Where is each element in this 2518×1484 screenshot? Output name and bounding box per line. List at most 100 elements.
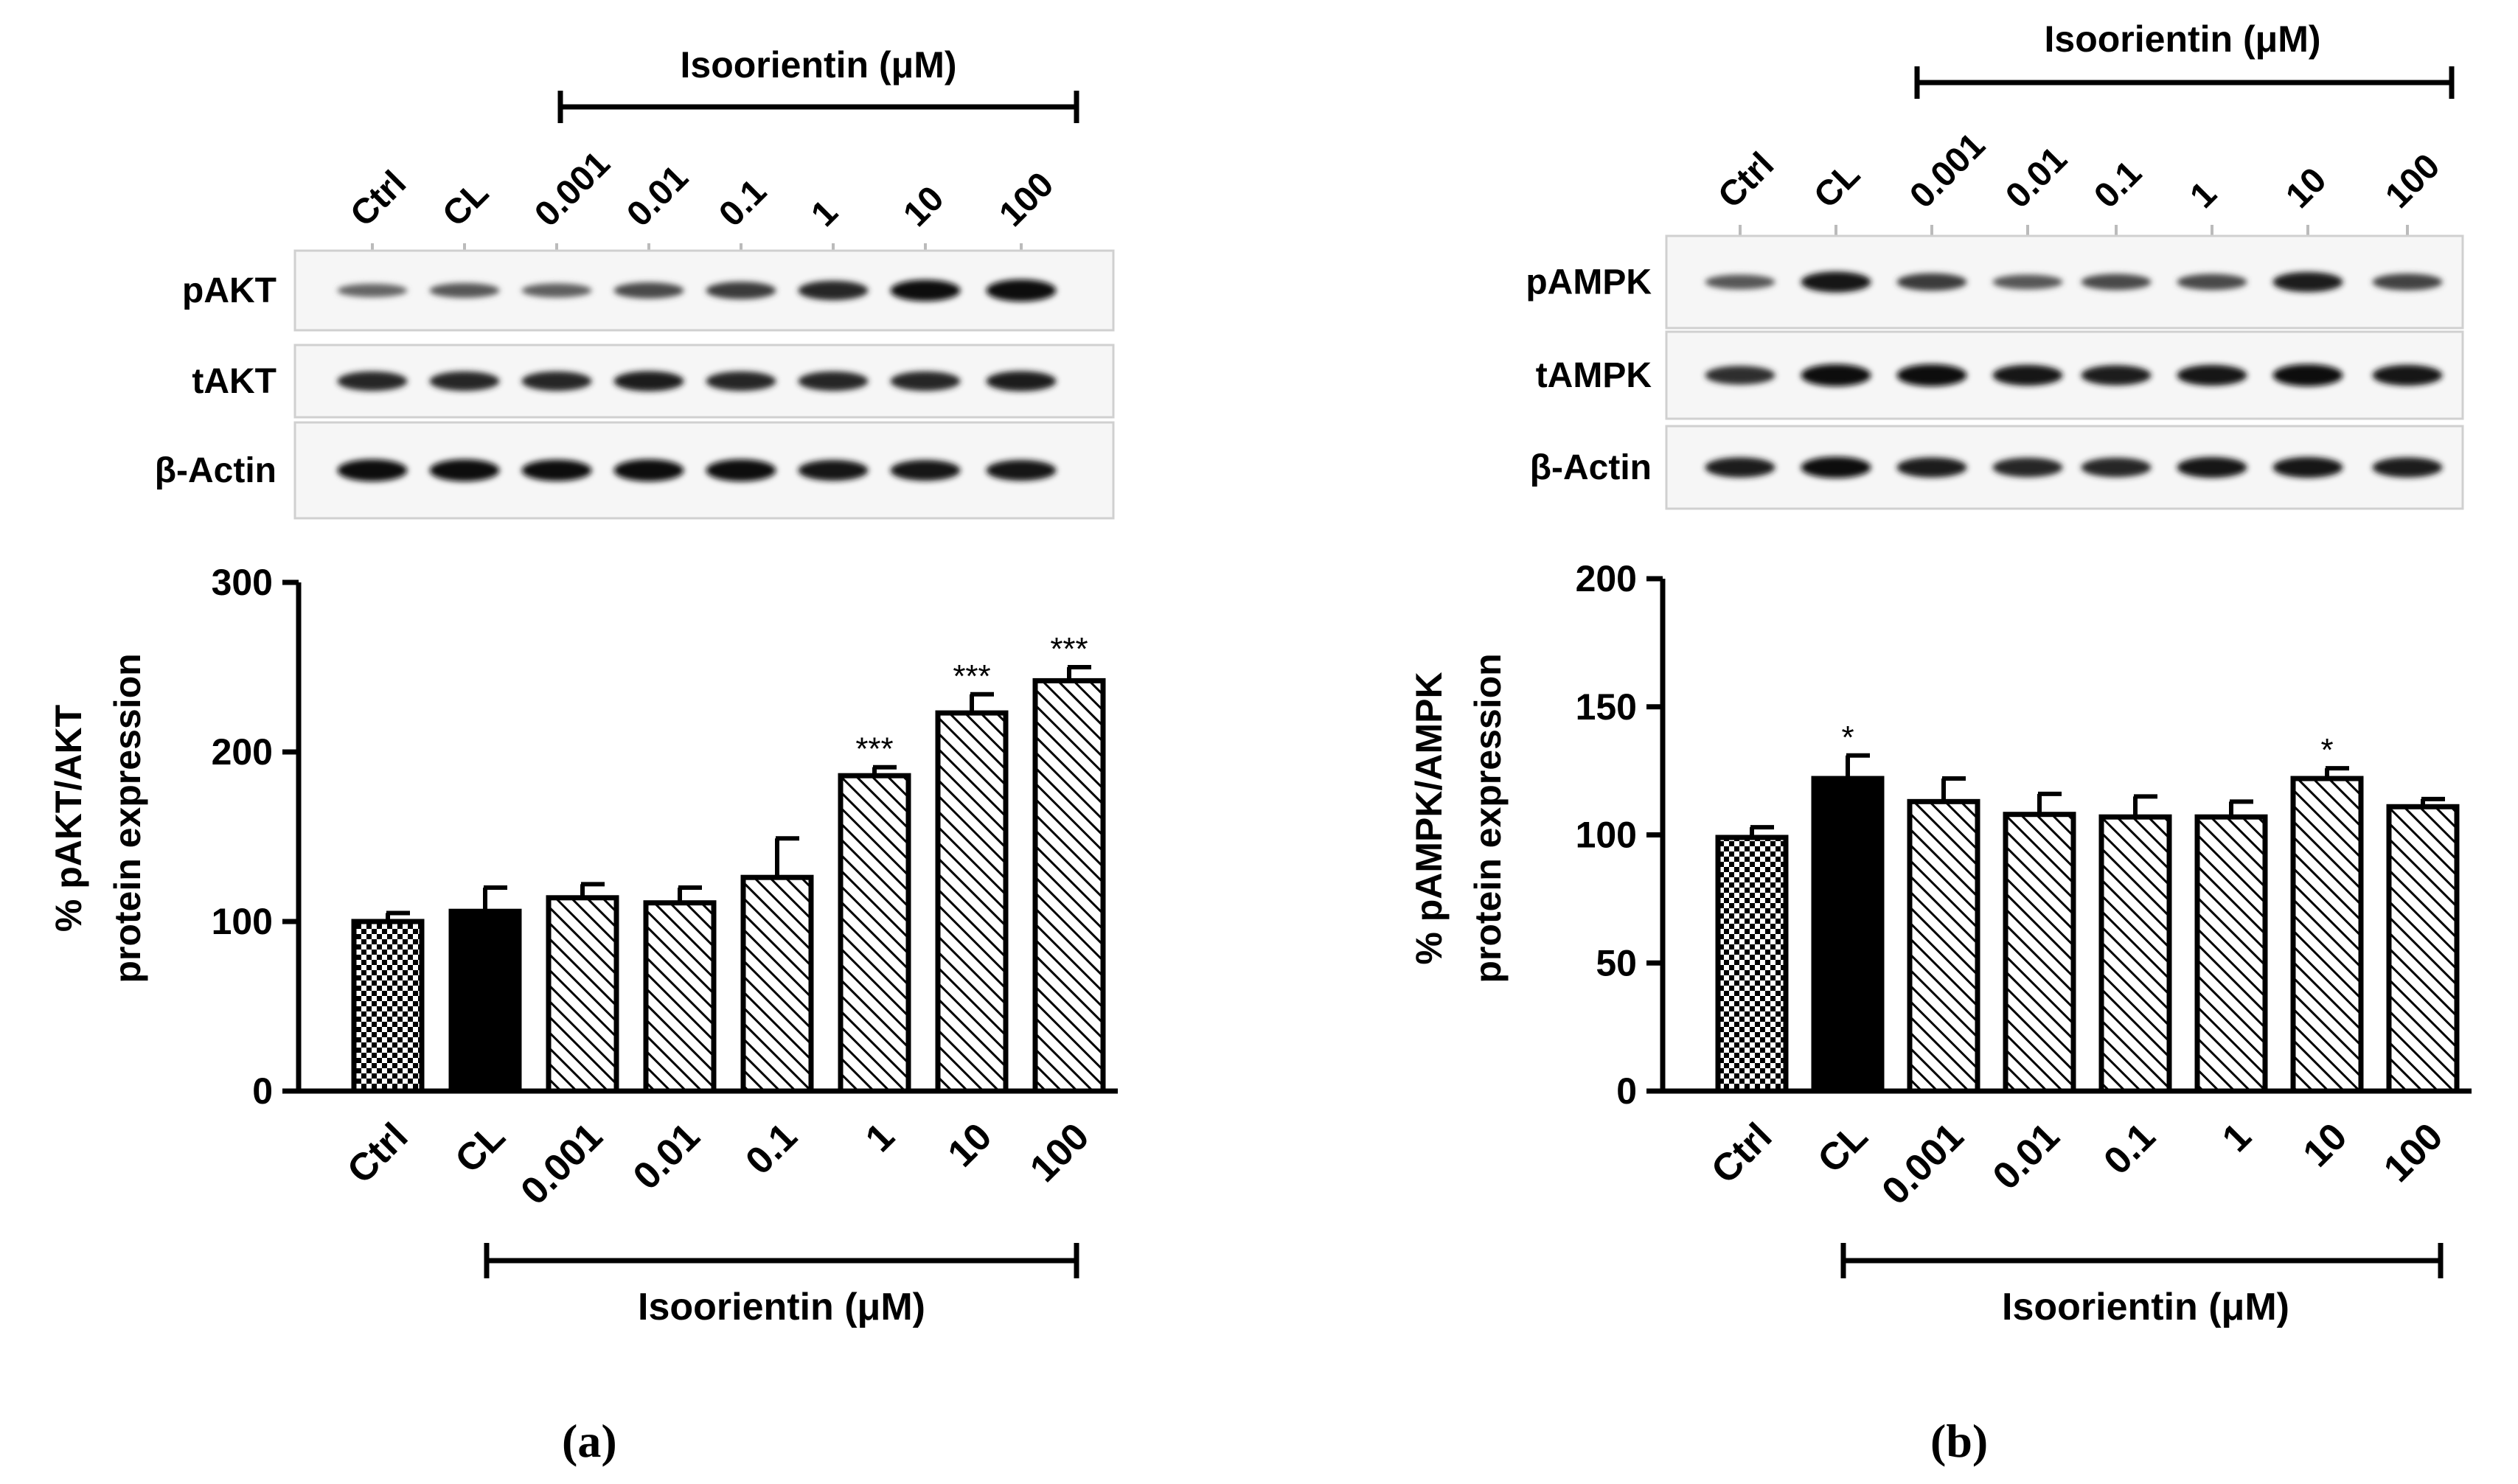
blot-band — [2081, 274, 2152, 290]
blot-lane-label: 100 — [992, 165, 1061, 234]
blot-band — [2372, 457, 2443, 478]
blot-band — [1992, 364, 2063, 386]
group-label: Isoorientin (μM) — [638, 1286, 925, 1328]
blot-band — [2081, 365, 2152, 386]
blot-band — [2272, 271, 2343, 293]
x-tick-label: 100 — [2376, 1115, 2451, 1190]
y-tick-label: 100 — [212, 901, 273, 942]
blot-lane-label: 10 — [2278, 161, 2334, 216]
x-tick-label: 0.001 — [1874, 1115, 1972, 1213]
y-tick-label: 150 — [1576, 686, 1637, 728]
blot-band — [521, 371, 592, 391]
blot-band — [986, 371, 1057, 391]
blot-band — [613, 282, 684, 299]
bar — [740, 874, 814, 1094]
blot-band — [1801, 271, 1871, 293]
x-tick-label: 1 — [2214, 1115, 2259, 1160]
blot-band — [337, 459, 408, 481]
blot-band — [1992, 274, 2063, 290]
y-tick-label: 50 — [1596, 942, 1637, 983]
blot-band — [986, 279, 1057, 302]
blot-band — [429, 459, 500, 481]
blot-lane-label: 100 — [2378, 147, 2447, 216]
blot-lane-label: 0.001 — [527, 144, 617, 234]
bar — [2386, 804, 2460, 1094]
bar — [1715, 835, 1789, 1094]
blot-lane-label: 0.01 — [1998, 139, 2075, 216]
significance-marker: *** — [1050, 631, 1088, 667]
blot-row-label: tAMPK — [1536, 356, 1652, 395]
blot-lane-label: 0.001 — [1902, 125, 1992, 215]
blot-band — [1896, 457, 1967, 478]
blot-band — [613, 371, 684, 391]
blot-band — [2177, 364, 2247, 386]
blot-band — [1705, 274, 1776, 290]
bar — [1907, 798, 1980, 1094]
blot-band — [798, 371, 869, 391]
panel-a: Isoorientin (μM)Ctrl CL 0.001 0.01 0.1 1 10 100… — [48, 44, 1118, 1328]
blot-band — [521, 283, 592, 298]
blot-lane-label: Ctrl — [1711, 145, 1781, 216]
western-blot-a: Isoorientin (μM) Ctrl CL 0.001 0.01 0.1 1 10 100… — [155, 44, 1115, 520]
blot-band — [1896, 364, 1967, 386]
blot-lane-label: 0.01 — [619, 158, 696, 234]
y-axis-title: protein expression — [1467, 653, 1509, 983]
blot-band — [1896, 273, 1967, 291]
blot-lane-label: CL — [435, 173, 496, 234]
significance-marker: *** — [855, 731, 893, 767]
bar — [2098, 814, 2172, 1094]
blot-band — [2272, 456, 2343, 478]
blot-band — [890, 279, 961, 302]
x-tick-label: CL — [447, 1115, 513, 1181]
y-tick-label: 100 — [1576, 815, 1637, 856]
blot-band — [337, 371, 408, 391]
bar — [351, 919, 425, 1094]
blot-band — [2272, 364, 2343, 386]
blot-lane-label: 1 — [804, 192, 845, 234]
x-tick-label: 10 — [940, 1115, 1001, 1175]
x-tick-label: 1 — [858, 1115, 902, 1160]
blot-row-label: tAKT — [192, 362, 277, 401]
bar — [448, 908, 522, 1094]
x-tick-label: Ctrl — [1703, 1115, 1780, 1191]
blot-row-label: pAKT — [182, 271, 277, 310]
blot-row-label: β-Actin — [155, 451, 277, 490]
blot-band — [337, 283, 408, 298]
blot-band — [706, 371, 776, 391]
blot-band — [986, 459, 1057, 481]
x-tick-label: 0.1 — [737, 1115, 805, 1182]
y-tick-label: 0 — [252, 1070, 273, 1112]
blot-band — [1801, 456, 1871, 478]
x-tick-label: 0.01 — [1985, 1115, 2068, 1198]
significance-marker: *** — [953, 658, 990, 694]
bar — [546, 895, 619, 1094]
blot-band — [2177, 456, 2247, 478]
x-tick-label: 100 — [1022, 1115, 1097, 1190]
blot-strip — [1665, 425, 2464, 510]
group-label: Isoorientin (μM) — [2002, 1286, 2289, 1328]
blot-band — [2372, 364, 2443, 386]
blot-strip — [1665, 330, 2464, 420]
blot-band — [706, 459, 776, 481]
blot-group-label: Isoorientin (μM) — [2045, 18, 2321, 60]
bar-chart-a: 0 100 200 300 % pAKT/AKT protein expression Ct… — [48, 562, 1118, 1328]
y-tick-label: 300 — [212, 562, 273, 603]
blot-band — [613, 459, 684, 481]
blot-lane-label: 10 — [896, 179, 951, 234]
blot-strip — [1665, 234, 2464, 330]
bar — [1032, 677, 1106, 1094]
y-axis-title: % pAMPK/AMPK — [1408, 672, 1450, 964]
blot-band — [798, 280, 869, 301]
bar — [1811, 776, 1885, 1094]
blot-band — [1992, 457, 2063, 478]
y-tick-label: 0 — [1616, 1070, 1637, 1112]
significance-marker: * — [2320, 732, 2333, 768]
blot-band — [2081, 457, 2152, 478]
bar — [838, 773, 911, 1094]
y-tick-label: 200 — [1576, 558, 1637, 599]
x-tick-label: 0.01 — [625, 1115, 709, 1198]
blot-lane-label: CL — [1806, 155, 1868, 216]
blot-band — [2177, 274, 2247, 290]
blot-band — [890, 459, 961, 481]
blot-band — [429, 371, 500, 391]
